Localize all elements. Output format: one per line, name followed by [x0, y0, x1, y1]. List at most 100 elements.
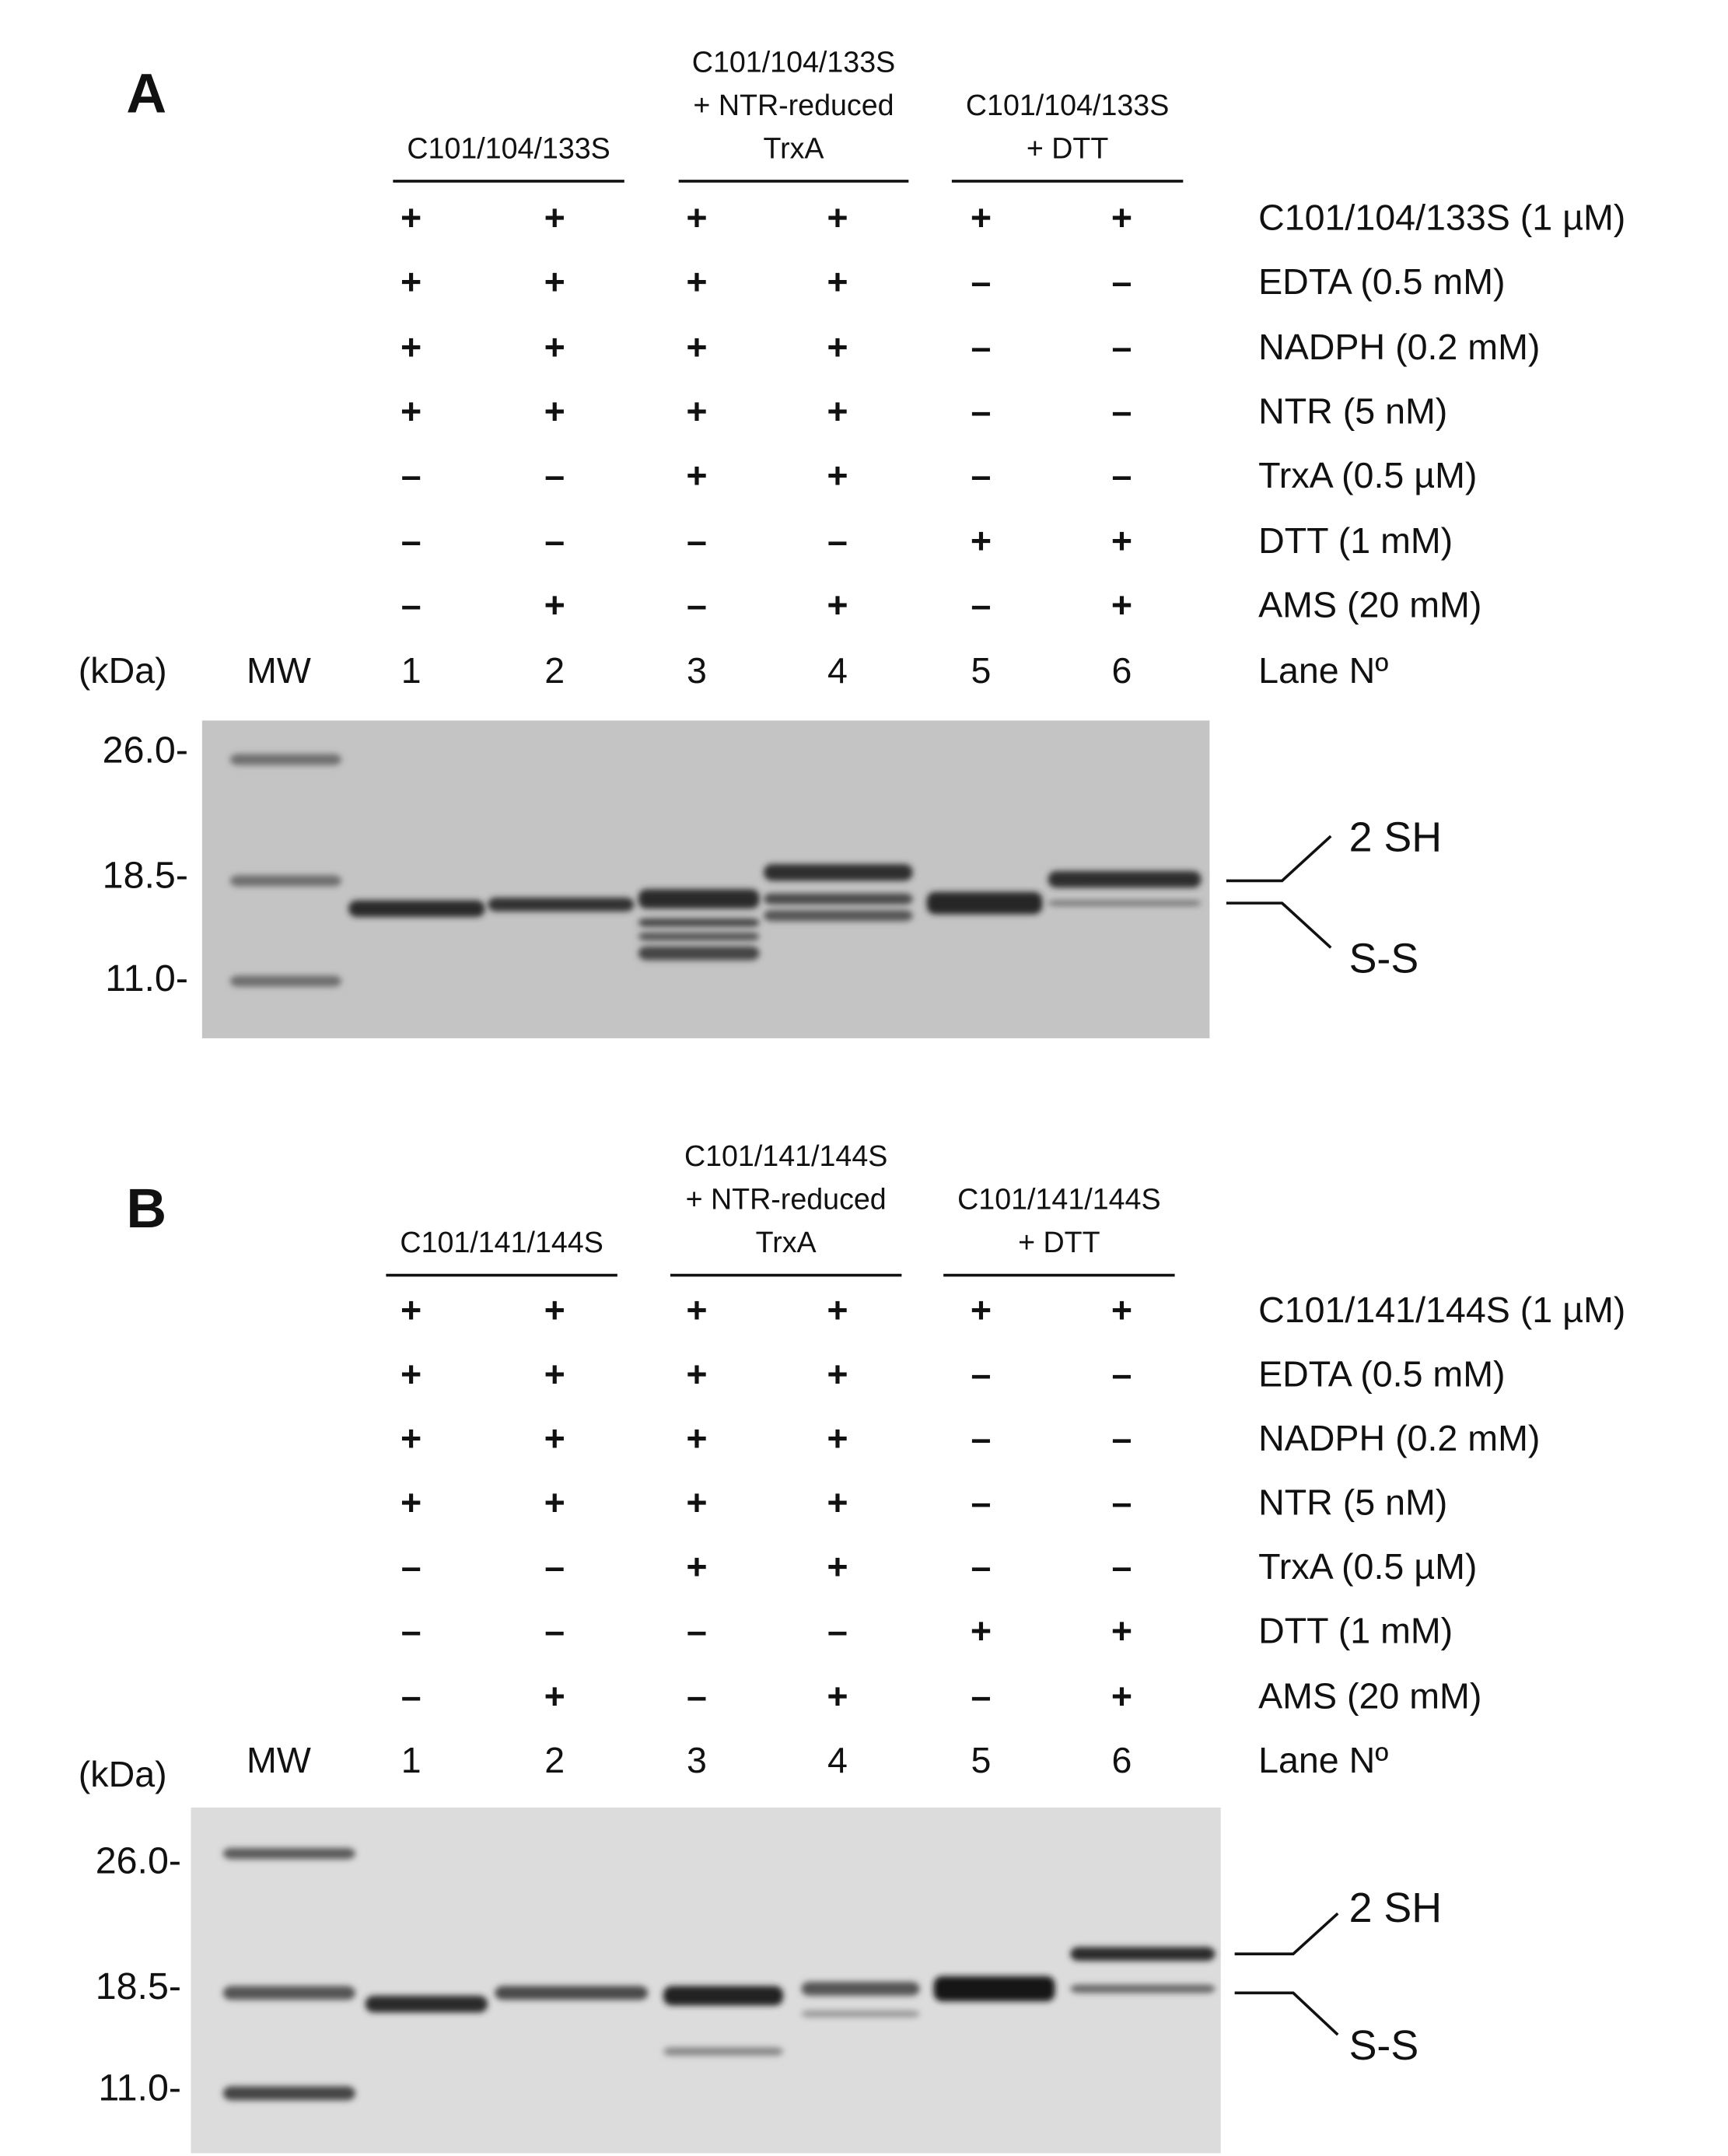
condition-name: NADPH (0.2 mM) — [1258, 327, 1540, 367]
band — [638, 932, 760, 941]
condition-name: AMS (20 mM) — [1258, 1676, 1481, 1717]
sign: – — [401, 1676, 422, 1717]
band-label: 2 SH — [1349, 814, 1443, 861]
sign: + — [686, 1546, 707, 1587]
sign: + — [827, 1676, 848, 1717]
group-header: TrxA — [756, 1226, 817, 1258]
gel — [201, 720, 1210, 1038]
condition-name: EDTA (0.5 mM) — [1258, 261, 1505, 302]
band-pointer — [1234, 1991, 1339, 2036]
sign: – — [687, 1676, 707, 1717]
condition-name: C101/104/133S (1 µM) — [1258, 197, 1625, 237]
sign: + — [971, 520, 992, 561]
sign: + — [1111, 1290, 1132, 1330]
condition-name: C101/141/144S (1 µM) — [1258, 1290, 1625, 1330]
sign: + — [827, 455, 848, 495]
sign: – — [401, 585, 422, 625]
panel-label: A — [126, 62, 166, 124]
unit-label: (kDa) — [79, 1754, 167, 1794]
band-label: S-S — [1349, 2022, 1419, 2069]
sign: – — [1112, 327, 1132, 367]
band — [229, 875, 342, 887]
condition-name: NTR (5 nM) — [1258, 1482, 1447, 1523]
band — [663, 1986, 784, 2006]
sign: + — [401, 1418, 422, 1458]
sign: + — [686, 327, 707, 367]
lane-number: 3 — [687, 1740, 707, 1780]
band — [365, 1995, 488, 2013]
sign: + — [1111, 197, 1132, 237]
sign: – — [401, 520, 422, 561]
sign: + — [544, 1418, 565, 1458]
marker-label: 18.5- — [103, 855, 188, 897]
lane-number: 2 — [544, 650, 565, 691]
condition-name: DTT (1 mM) — [1258, 1610, 1453, 1650]
sign: – — [971, 1676, 992, 1717]
sign: – — [687, 520, 707, 561]
lane-number: 1 — [401, 1740, 422, 1780]
band — [229, 975, 342, 987]
band — [1048, 870, 1202, 888]
lane-number: 4 — [827, 650, 848, 691]
sign: + — [686, 1354, 707, 1395]
sign: + — [544, 261, 565, 302]
sign: – — [687, 585, 707, 625]
sign: + — [544, 1290, 565, 1330]
marker-label: 18.5- — [96, 1965, 181, 2007]
sign: – — [544, 455, 565, 495]
lane-number: 6 — [1112, 1740, 1132, 1780]
panel: A C101/104/133S C101/104/133S + NTR-reduced… — [79, 45, 1625, 1038]
sign: + — [401, 1482, 422, 1523]
mw-label: MW — [247, 1740, 311, 1780]
group-header: C101/141/144S — [957, 1183, 1160, 1216]
sign: – — [401, 1610, 422, 1650]
condition-name: TrxA (0.5 µM) — [1258, 455, 1477, 495]
sign: + — [827, 1418, 848, 1458]
sign: – — [971, 327, 992, 367]
sign: + — [686, 1418, 707, 1458]
band — [638, 889, 760, 909]
band-label: S-S — [1349, 936, 1419, 982]
sign: + — [827, 1354, 848, 1395]
band — [222, 2086, 355, 2101]
band — [222, 1848, 355, 1860]
marker-label: 11.0- — [98, 2067, 181, 2109]
lane-title: Lane Nº — [1258, 650, 1388, 691]
sign: + — [401, 1290, 422, 1330]
band — [1070, 1984, 1216, 1993]
marker-label: 26.0- — [103, 729, 188, 771]
sign: – — [1112, 1354, 1132, 1395]
band — [801, 1982, 920, 1996]
sign: + — [1111, 1676, 1132, 1717]
band — [638, 918, 760, 927]
sign: + — [544, 1354, 565, 1395]
sign: – — [971, 1418, 992, 1458]
band — [926, 891, 1043, 915]
sign: + — [544, 390, 565, 431]
lane-number: 1 — [401, 650, 422, 691]
sign: + — [401, 390, 422, 431]
sign: + — [686, 197, 707, 237]
sign: + — [401, 327, 422, 367]
band — [663, 2047, 784, 2056]
band-pointer — [1226, 901, 1332, 949]
sign: + — [827, 1290, 848, 1330]
sign: – — [971, 261, 992, 302]
group-header: C101/104/133S — [966, 89, 1169, 121]
band — [222, 1986, 355, 2000]
band — [495, 1986, 649, 2000]
sign: – — [971, 455, 992, 495]
gel — [191, 1808, 1221, 2154]
condition-name: EDTA (0.5 mM) — [1258, 1354, 1505, 1395]
group-header: + NTR-reduced — [693, 89, 894, 121]
sign: – — [1112, 261, 1132, 302]
sign: + — [686, 1482, 707, 1523]
band-pointer — [1234, 1912, 1339, 1955]
sign: – — [971, 1546, 992, 1587]
condition-name: NTR (5 nM) — [1258, 390, 1447, 431]
sign: – — [1112, 1546, 1132, 1587]
sign: + — [827, 1546, 848, 1587]
group-header: C101/141/144S — [400, 1226, 603, 1258]
sign: + — [971, 1290, 992, 1330]
